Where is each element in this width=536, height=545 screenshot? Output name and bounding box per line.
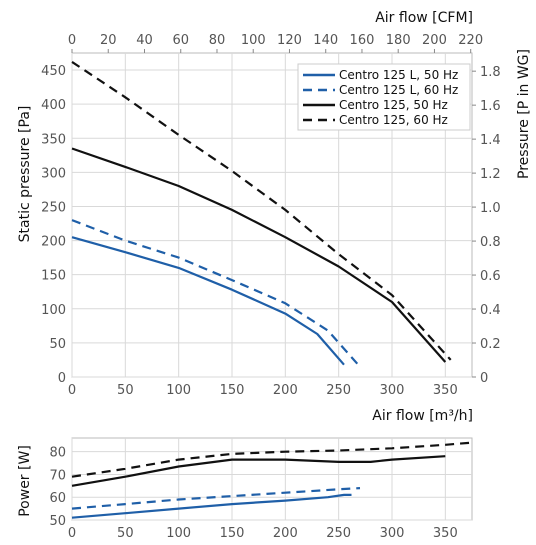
right-axis-title: Pressure [P in WG]: [516, 49, 532, 179]
legend-label-centro-125-l-50hz: Centro 125 L, 50 Hz: [339, 68, 458, 82]
power-y-tick-label-60: 60: [49, 491, 66, 506]
power-line-centro-125-l-50-hz: [71, 493, 352, 519]
cfm-tick-label-60: 60: [172, 33, 189, 48]
legend: Centro 125 L, 50 Hz Centro 125 L, 60 Hz …: [297, 63, 471, 131]
cfm-tick-label-220: 220: [458, 33, 483, 48]
x-tick-label-150: 150: [220, 383, 245, 398]
power-x-tick-label-100: 100: [166, 526, 191, 541]
cfm-top-ticks: 0 20 40 60 80 100 120 140 160 180 200 220: [68, 33, 483, 53]
pressure-y-ticks: 0 50 100 150 200 250 300 350 400 450: [41, 64, 66, 386]
legend-label-centro-125-60hz: Centro 125, 60 Hz: [339, 113, 448, 127]
pressure-x-ticks: 0 50 100 150 200 250 300 350: [68, 383, 458, 398]
pressure-line-centro-125-50-hz: [71, 147, 447, 363]
cfm-tick-label-200: 200: [422, 33, 447, 48]
cfm-tick-label-0: 0: [68, 33, 76, 48]
y-tick-label-400: 400: [41, 98, 66, 113]
top-axis-title: Air flow [CFM]: [375, 10, 473, 26]
power-x-ticks: 0 50 100 150 200 250 300 350: [68, 526, 458, 541]
inwg-tick-label-1.6: 1.6: [480, 99, 501, 114]
y-tick-label-0: 0: [58, 371, 66, 386]
cfm-tick-label-180: 180: [386, 33, 411, 48]
y-axis-title: Static pressure [Pa]: [17, 106, 33, 243]
legend-label-centro-125-l-60hz: Centro 125 L, 60 Hz: [339, 83, 458, 97]
power-y-tick-label-70: 70: [49, 468, 66, 483]
cfm-tick-label-120: 120: [277, 33, 302, 48]
power-x-tick-label-350: 350: [433, 526, 458, 541]
pressure-grid: [71, 53, 472, 378]
inwg-tick-label-1.2: 1.2: [480, 167, 501, 182]
power-x-tick-label-250: 250: [326, 526, 351, 541]
pressure-line-centro-125-l-60-hz: [71, 219, 361, 368]
power-plot-frame: [71, 437, 473, 521]
cfm-tick-label-20: 20: [100, 33, 117, 48]
pressure-line-centro-125-60-hz: [71, 60, 452, 361]
x-tick-label-250: 250: [326, 383, 351, 398]
inwg-tick-label-0.2: 0.2: [480, 337, 501, 352]
inwg-tick-label-0.8: 0.8: [480, 235, 501, 250]
inwg-tick-label-0: 0: [480, 371, 488, 386]
power-x-tick-label-150: 150: [220, 526, 245, 541]
power-x-tick-label-0: 0: [68, 526, 76, 541]
cfm-tick-label-40: 40: [136, 33, 153, 48]
x-tick-label-200: 200: [273, 383, 298, 398]
x-tick-label-0: 0: [68, 383, 76, 398]
power-y-ticks: 50 60 70 80: [49, 446, 66, 529]
y-tick-label-300: 300: [41, 166, 66, 181]
power-line-centro-125-50-hz: [71, 455, 446, 487]
x-tick-label-300: 300: [380, 383, 405, 398]
power-x-tick-label-200: 200: [273, 526, 298, 541]
power-y-tick-label-80: 80: [49, 446, 66, 461]
x-axis-title: Air flow [m³/h]: [372, 408, 473, 424]
y-tick-label-200: 200: [41, 235, 66, 250]
cfm-tick-label-80: 80: [209, 33, 226, 48]
power-x-tick-label-50: 50: [117, 526, 134, 541]
y-tick-label-50: 50: [49, 337, 66, 352]
y-tick-label-350: 350: [41, 132, 66, 147]
pressure-panel: 0 50 100 150 200 250 300 350 050100150200250300…: [17, 10, 532, 424]
pressure-line-centro-125-l-50-hz: [71, 236, 345, 366]
y-tick-label-250: 250: [41, 200, 66, 215]
inwg-tick-label-1: 1.0: [480, 201, 501, 216]
pressure-series-group: [71, 60, 452, 368]
inwg-tick-label-1.8: 1.8: [480, 65, 501, 80]
power-line-centro-125-l-60-hz: [71, 487, 361, 510]
power-axis-title: Power [W]: [17, 445, 33, 517]
legend-label-centro-125-50hz: Centro 125, 50 Hz: [339, 98, 448, 112]
y-tick-label-150: 150: [41, 269, 66, 284]
x-tick-label-100: 100: [166, 383, 191, 398]
power-y-tick-label-50: 50: [49, 514, 66, 529]
y-tick-label-450: 450: [41, 64, 66, 79]
inwg-right-ticks: 0 0.2 0.4 0.6 0.8 1.0 1.2 1.4 1.6 1.8: [472, 65, 501, 386]
x-tick-label-50: 50: [117, 383, 134, 398]
y-tick-label-100: 100: [41, 303, 66, 318]
cfm-tick-label-160: 160: [350, 33, 375, 48]
inwg-tick-label-1.4: 1.4: [480, 133, 501, 148]
x-tick-label-350: 350: [433, 383, 458, 398]
power-x-tick-label-300: 300: [380, 526, 405, 541]
cfm-tick-label-100: 100: [241, 33, 266, 48]
inwg-tick-label-0.4: 0.4: [480, 303, 501, 318]
inwg-tick-label-0.6: 0.6: [480, 269, 501, 284]
power-series-group: [71, 441, 473, 519]
cfm-tick-label-140: 140: [313, 33, 338, 48]
power-line-centro-125-60-hz: [71, 441, 473, 478]
